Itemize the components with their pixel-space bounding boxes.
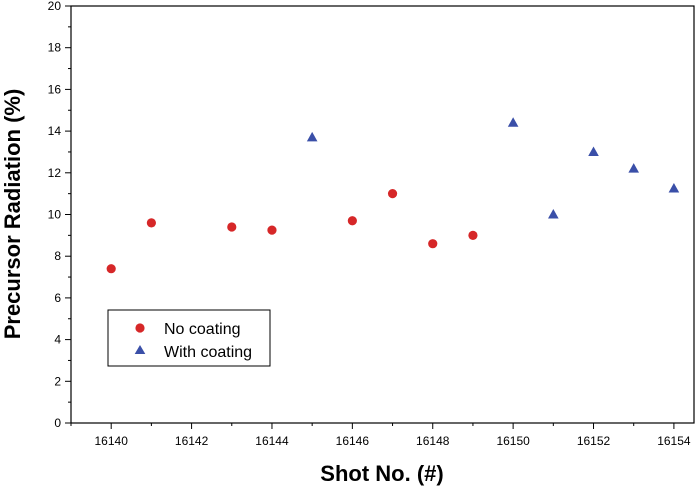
point-with-coating — [548, 209, 559, 219]
axis-ticks: 16140 16142 16144 16146 16148 16150 16152 16154… — [48, 0, 691, 448]
data-marks — [106, 117, 680, 274]
point-with-coating — [588, 146, 599, 156]
y-tick-label: 4 — [54, 333, 61, 347]
x-tick-label: 16152 — [577, 434, 611, 448]
x-axis-title: Shot No. (#) — [320, 461, 443, 486]
point-no-coating — [387, 189, 398, 199]
point-no-coating — [106, 264, 116, 274]
legend-marker-with-coating — [134, 345, 146, 354]
point-no-coating — [227, 222, 237, 232]
point-no-coating — [468, 230, 478, 240]
x-tick-label: 16144 — [255, 434, 289, 448]
y-tick-label: 20 — [48, 0, 62, 13]
x-tick-label: 16142 — [175, 434, 209, 448]
x-tick-label: 16146 — [336, 434, 370, 448]
x-tick-label: 16148 — [416, 434, 450, 448]
point-with-coating — [668, 182, 680, 193]
x-tick-label: 16140 — [95, 434, 129, 448]
y-tick-label: 16 — [48, 82, 62, 96]
point-with-coating — [628, 163, 640, 173]
y-axis-title: Precursor Radiation (%) — [0, 89, 25, 340]
legend-label-no-coating: No coating — [164, 321, 241, 338]
y-tick-label: 8 — [54, 249, 61, 263]
y-tick-label: 14 — [48, 124, 62, 138]
point-with-coating — [306, 131, 318, 142]
y-tick-label: 18 — [48, 41, 62, 55]
y-tick-label: 10 — [48, 208, 62, 222]
point-no-coating — [347, 216, 357, 226]
point-no-coating — [267, 225, 277, 235]
legend-box — [107, 309, 271, 367]
legend-label-with-coating: With coating — [164, 344, 252, 361]
x-tick-label: 16150 — [496, 434, 530, 448]
point-with-coating — [507, 117, 519, 127]
point-no-coating — [428, 239, 438, 249]
y-tick-label: 0 — [54, 416, 61, 430]
y-tick-label: 12 — [48, 166, 62, 180]
y-tick-label: 2 — [54, 374, 61, 388]
x-tick-label: 16154 — [657, 434, 691, 448]
legend-marker-no-coating — [135, 323, 145, 333]
legend: No coating With coating — [107, 309, 271, 367]
y-tick-label: 6 — [54, 291, 61, 305]
point-no-coating — [146, 218, 156, 228]
